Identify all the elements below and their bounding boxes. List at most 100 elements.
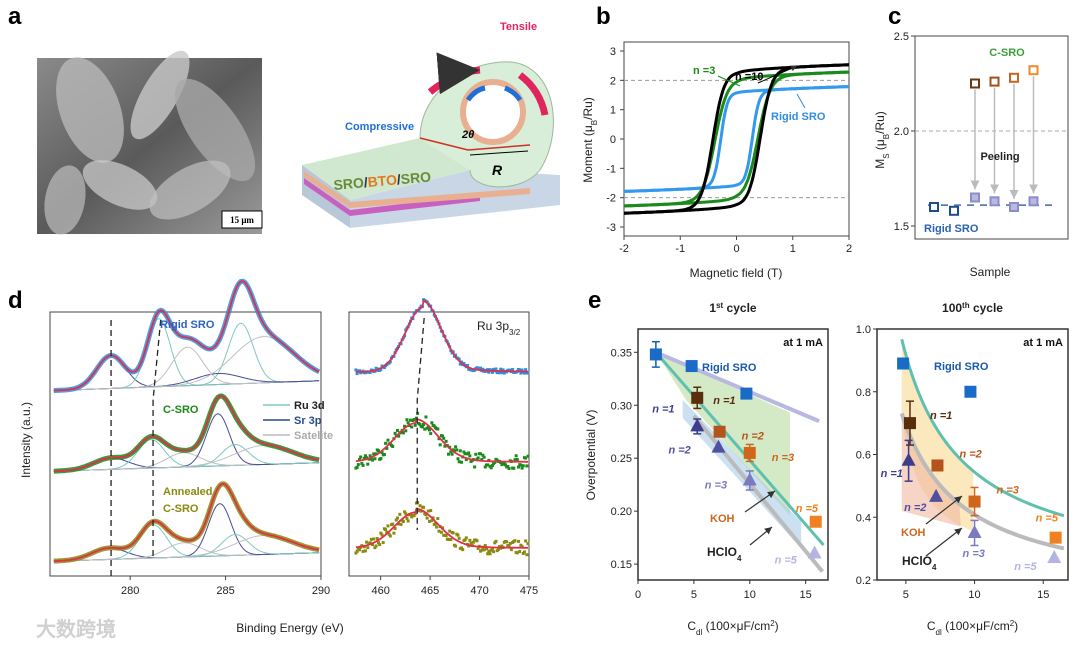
koh-n-label: n =5: [796, 503, 819, 515]
data-point: [499, 460, 503, 464]
data-point: [464, 458, 468, 462]
data-point: [487, 370, 491, 374]
data-point: [455, 448, 459, 452]
y-axis-label: Moment (μB/Ru): [581, 97, 599, 183]
data-point: [517, 539, 521, 543]
fit-curve: [355, 507, 528, 549]
data-point: [395, 516, 399, 520]
rigid-sro-label: Rigid SRO: [702, 362, 757, 374]
data-point: [484, 547, 488, 551]
condition-label: at 1 mA: [1023, 337, 1063, 349]
y-tick-label: 0.30: [611, 400, 632, 412]
fit-curve: [53, 395, 320, 473]
data-point: [492, 367, 496, 371]
data-point: [496, 548, 500, 552]
pointer-arrow: [925, 495, 963, 525]
panel-d-xps-chart: 280 285 290 460 465 470 475 Binding Energy (eV)…: [19, 278, 538, 635]
sem-image: 15 μm: [37, 50, 263, 235]
data-point: [519, 371, 523, 375]
hclo4-point: [967, 524, 982, 538]
hclo4-label-part: HClO: [707, 545, 737, 559]
data-point: [417, 309, 421, 313]
data-point: [405, 516, 409, 520]
data-point: [481, 453, 485, 457]
panel-label-d: d: [8, 287, 23, 314]
rigid-sro-label: Rigid SRO: [934, 361, 989, 373]
data-point: [473, 465, 477, 469]
data-point: [492, 550, 496, 554]
data-point: [362, 545, 366, 549]
data-point: [410, 425, 414, 429]
data-point: [356, 463, 360, 467]
data-point: [380, 533, 384, 537]
data-point: [429, 509, 433, 513]
data-point: [435, 525, 439, 529]
hclo4-point: [711, 439, 726, 453]
koh-n-label: n =2: [742, 431, 764, 443]
data-point: [456, 533, 460, 537]
data-point: [433, 522, 437, 526]
data-point: [525, 553, 529, 557]
hclo4-n-label: n =2: [904, 502, 926, 514]
hclo4-point: [901, 452, 916, 466]
data-point: [385, 530, 389, 534]
data-point: [457, 460, 461, 464]
data-point: [515, 551, 519, 555]
data-point: [376, 449, 380, 453]
data-point: [462, 362, 466, 366]
series-label-n10: n =10: [735, 71, 763, 83]
component-peak-ru: [53, 322, 320, 392]
data-point: [500, 371, 504, 375]
c-sro-label: C-SRO: [989, 47, 1025, 59]
x-tick-label: 0: [635, 589, 641, 601]
fit-curve: [53, 280, 320, 392]
x-tick-label: 285: [216, 585, 234, 597]
data-point: [374, 366, 378, 370]
y-axis-label-part: M: [873, 159, 887, 169]
x-axis-label: Binding Energy (eV): [236, 621, 343, 635]
data-point: [439, 530, 443, 534]
data-point: [424, 513, 428, 517]
data-point: [355, 372, 359, 376]
data-point: [479, 366, 483, 370]
data-point: [426, 509, 430, 513]
data-point: [514, 454, 518, 458]
koh-point: [968, 495, 981, 508]
data-point: [526, 371, 530, 375]
koh-point: [903, 417, 916, 430]
x-tick-label: 2: [846, 243, 852, 255]
series-label-n3: n =3: [693, 65, 715, 77]
y-axis-label-part: B: [590, 120, 599, 125]
y-tick-label: 3: [610, 46, 616, 58]
data-point: [498, 545, 502, 549]
data-point: [418, 504, 422, 508]
guide-dashed-line: [416, 317, 425, 530]
watermark: 大数跨境: [36, 617, 116, 641]
data-point: [418, 423, 422, 427]
y-axis-label-part: S: [882, 153, 891, 158]
data-point: [391, 522, 395, 526]
y-tick-label: 2: [610, 75, 616, 87]
data-point: [526, 542, 530, 546]
peeling-label: Peeling: [980, 151, 1019, 163]
data-point: [525, 464, 529, 468]
koh-point: [1049, 531, 1062, 544]
hclo4-label: HClO4: [902, 554, 937, 572]
compressive-label: Compressive: [345, 121, 414, 133]
rigid-point: [929, 202, 939, 212]
data-point: [518, 549, 522, 553]
x-axis-label: Sample: [970, 265, 1011, 279]
panel-c-ms-chart: 2.5 2.0 1.5 Sample MS (μB/Ru) C-SRO Peeling Rig…: [873, 31, 1069, 279]
y-axis-label-part: B: [882, 134, 891, 139]
peeled-point: [1009, 202, 1019, 212]
hclo4-n-label: n =1: [652, 403, 674, 415]
peeled-point: [1028, 196, 1039, 207]
data-point: [437, 437, 441, 441]
koh-n-label: n =2: [959, 448, 981, 460]
data-point: [451, 531, 455, 535]
data-point: [406, 421, 410, 425]
data-point: [382, 366, 386, 370]
x-axis-label: Magnetic field (T): [690, 266, 783, 280]
x-tick-label: 460: [371, 585, 389, 597]
